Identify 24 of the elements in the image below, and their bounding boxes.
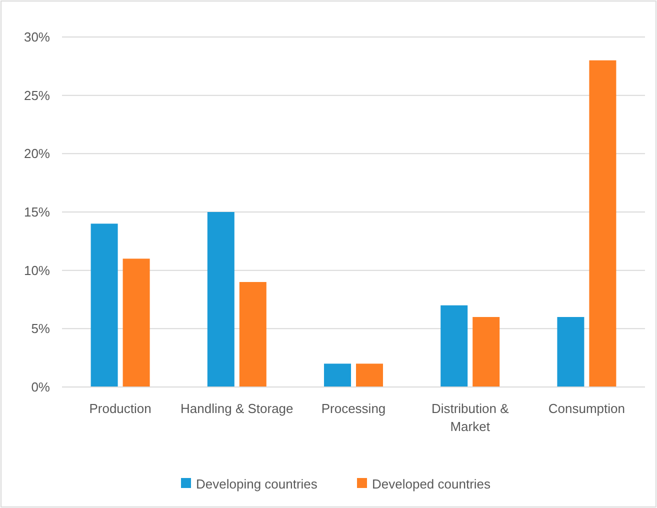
- bar: [589, 60, 616, 387]
- legend-label: Developing countries: [196, 476, 318, 492]
- y-tick-label: 10%: [24, 262, 50, 278]
- x-tick-label: Production: [89, 401, 152, 416]
- y-tick-label: 30%: [24, 30, 50, 45]
- x-tick-label: Handling & Storage: [180, 401, 294, 416]
- y-tick-label: 5%: [31, 321, 50, 336]
- bar: [356, 364, 383, 387]
- bar: [440, 305, 468, 387]
- y-tick-label: 25%: [24, 88, 50, 103]
- bar: [122, 258, 150, 387]
- y-tick-label: 15%: [24, 204, 50, 220]
- y-tick-label: 0%: [31, 380, 50, 395]
- bar: [207, 212, 234, 387]
- y-tick-label: 20%: [24, 146, 50, 162]
- bar: [239, 282, 266, 387]
- x-tick-label: Consumption: [548, 401, 626, 416]
- bar: [557, 317, 584, 387]
- bar: [324, 364, 351, 387]
- x-tick-label: Processing: [321, 401, 386, 416]
- bar: [90, 224, 118, 387]
- x-tick-label: Distribution & Market: [431, 401, 510, 434]
- legend-label: Developed countries: [372, 476, 492, 492]
- bar: [472, 317, 500, 387]
